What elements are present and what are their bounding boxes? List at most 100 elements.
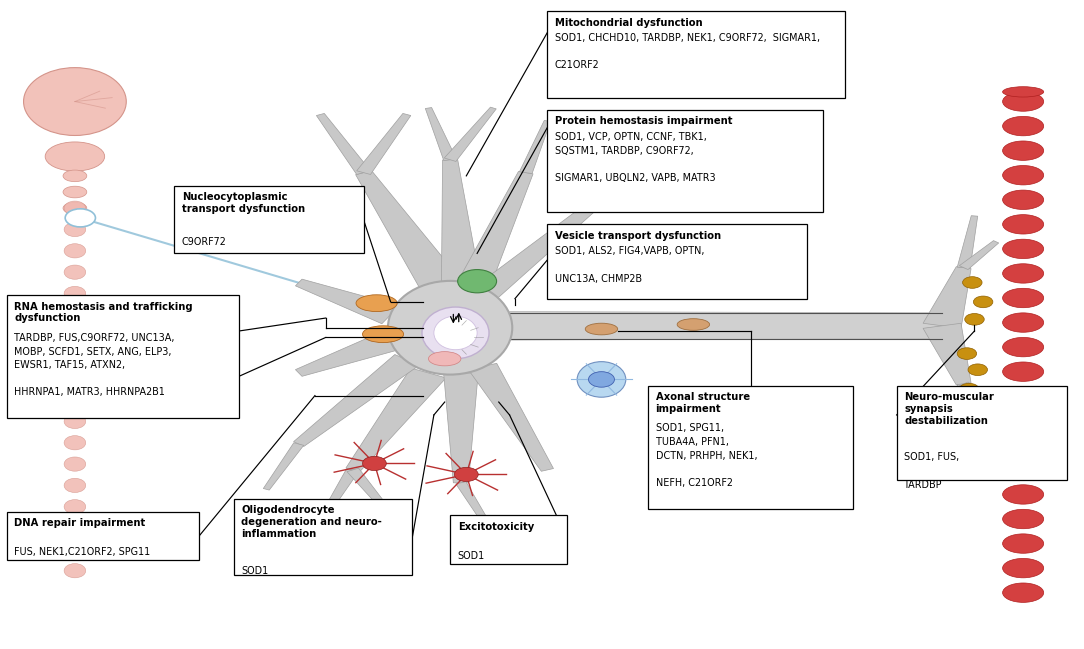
Text: Protein hemostasis impairment: Protein hemostasis impairment: [555, 116, 733, 127]
Text: RNA hemostasis and trafficking
dysfunction: RNA hemostasis and trafficking dysfuncti…: [14, 302, 193, 323]
Polygon shape: [296, 279, 399, 324]
Polygon shape: [957, 215, 978, 268]
FancyBboxPatch shape: [648, 386, 853, 509]
Ellipse shape: [64, 244, 86, 258]
FancyBboxPatch shape: [7, 295, 240, 418]
Ellipse shape: [356, 295, 397, 312]
Circle shape: [965, 313, 984, 325]
Ellipse shape: [434, 316, 477, 350]
Polygon shape: [441, 160, 480, 283]
Polygon shape: [456, 482, 496, 535]
Ellipse shape: [64, 478, 86, 493]
Polygon shape: [957, 384, 978, 436]
Ellipse shape: [422, 307, 489, 359]
Ellipse shape: [64, 201, 86, 215]
Text: SOD1, FUS,

TARDBP: SOD1, FUS, TARDBP: [904, 439, 959, 490]
Ellipse shape: [64, 308, 86, 322]
Ellipse shape: [64, 414, 86, 428]
Circle shape: [973, 296, 993, 308]
Ellipse shape: [1003, 92, 1044, 111]
FancyBboxPatch shape: [7, 512, 199, 560]
Text: Neuro-muscular
synapsis
destabilization: Neuro-muscular synapsis destabilization: [904, 393, 994, 426]
Ellipse shape: [1003, 435, 1044, 455]
Text: TARDBP, FUS,C9ORF72, UNC13A,
MOBP, SCFD1, SETX, ANG, ELP3,
EWSR1, TAF15, ATXN2,
: TARDBP, FUS,C9ORF72, UNC13A, MOBP, SCFD1…: [14, 333, 175, 397]
Ellipse shape: [1003, 239, 1044, 258]
Ellipse shape: [1003, 116, 1044, 136]
Polygon shape: [425, 108, 456, 161]
Ellipse shape: [64, 329, 86, 343]
Polygon shape: [596, 153, 637, 200]
Polygon shape: [357, 114, 411, 175]
Text: SOD1, ALS2, FIG4,VAPB, OPTN,

UNC13A, CHMP2B: SOD1, ALS2, FIG4,VAPB, OPTN, UNC13A, CHM…: [555, 247, 705, 284]
Ellipse shape: [585, 323, 618, 335]
FancyBboxPatch shape: [175, 186, 363, 253]
Ellipse shape: [64, 435, 86, 450]
Ellipse shape: [64, 457, 86, 471]
Text: Excitotoxicity: Excitotoxicity: [457, 522, 534, 532]
Polygon shape: [470, 196, 607, 300]
Polygon shape: [924, 323, 971, 385]
Text: DNA repair impairment: DNA repair impairment: [14, 519, 145, 528]
Ellipse shape: [64, 372, 86, 386]
FancyBboxPatch shape: [547, 110, 823, 212]
Ellipse shape: [46, 142, 105, 171]
Ellipse shape: [1003, 141, 1044, 160]
FancyBboxPatch shape: [450, 515, 567, 563]
Text: C9ORF72: C9ORF72: [182, 223, 227, 247]
Ellipse shape: [1003, 534, 1044, 553]
Polygon shape: [444, 107, 496, 162]
Text: Oligodendrocyte
degeneration and neuro-
inflammation: Oligodendrocyte degeneration and neuro- …: [242, 506, 383, 539]
Ellipse shape: [1003, 190, 1044, 210]
Ellipse shape: [64, 521, 86, 535]
FancyBboxPatch shape: [896, 386, 1068, 480]
Text: SOD1: SOD1: [457, 537, 485, 561]
Ellipse shape: [64, 350, 86, 365]
Polygon shape: [317, 114, 371, 175]
Ellipse shape: [388, 281, 513, 374]
Circle shape: [454, 467, 478, 482]
Polygon shape: [263, 443, 304, 490]
Ellipse shape: [1003, 337, 1044, 357]
Ellipse shape: [1003, 387, 1044, 406]
Circle shape: [963, 276, 982, 288]
Text: SOD1: SOD1: [242, 552, 269, 576]
Text: SOD1, CHCHD10, TARDBP, NEK1, C9ORF72,  SIGMAR1,

C21ORF2: SOD1, CHCHD10, TARDBP, NEK1, C9ORF72, SI…: [555, 33, 821, 70]
Polygon shape: [294, 354, 418, 447]
Polygon shape: [455, 171, 533, 291]
Ellipse shape: [1003, 362, 1044, 382]
Ellipse shape: [428, 352, 461, 366]
Ellipse shape: [63, 202, 87, 214]
Ellipse shape: [64, 393, 86, 407]
Circle shape: [968, 364, 988, 376]
Ellipse shape: [1003, 263, 1044, 283]
Ellipse shape: [63, 186, 87, 198]
Ellipse shape: [1003, 485, 1044, 504]
Ellipse shape: [1003, 215, 1044, 234]
Ellipse shape: [1003, 509, 1044, 529]
Ellipse shape: [1003, 313, 1044, 332]
Polygon shape: [924, 267, 971, 328]
Circle shape: [589, 372, 615, 387]
Circle shape: [457, 269, 496, 293]
Ellipse shape: [1003, 288, 1044, 308]
Circle shape: [957, 348, 977, 360]
Polygon shape: [318, 469, 359, 522]
FancyBboxPatch shape: [547, 11, 844, 98]
Ellipse shape: [1003, 411, 1044, 430]
Text: Axonal structure
impairment: Axonal structure impairment: [656, 393, 750, 414]
Ellipse shape: [64, 500, 86, 514]
Ellipse shape: [64, 265, 86, 279]
Ellipse shape: [1003, 583, 1044, 602]
Text: SOD1, VCP, OPTN, CCNF, TBK1,
SQSTM1, TARDBP, C9ORF72,

SIGMAR1, UBQLN2, VAPB, MA: SOD1, VCP, OPTN, CCNF, TBK1, SQSTM1, TAR…: [555, 132, 715, 183]
Ellipse shape: [24, 67, 126, 136]
Ellipse shape: [678, 319, 710, 330]
Polygon shape: [346, 368, 447, 472]
Ellipse shape: [64, 543, 86, 556]
Ellipse shape: [362, 326, 403, 343]
Circle shape: [65, 209, 95, 227]
Polygon shape: [347, 468, 399, 522]
Polygon shape: [509, 312, 942, 340]
Ellipse shape: [64, 223, 86, 237]
Ellipse shape: [1003, 460, 1044, 480]
FancyBboxPatch shape: [234, 499, 412, 575]
